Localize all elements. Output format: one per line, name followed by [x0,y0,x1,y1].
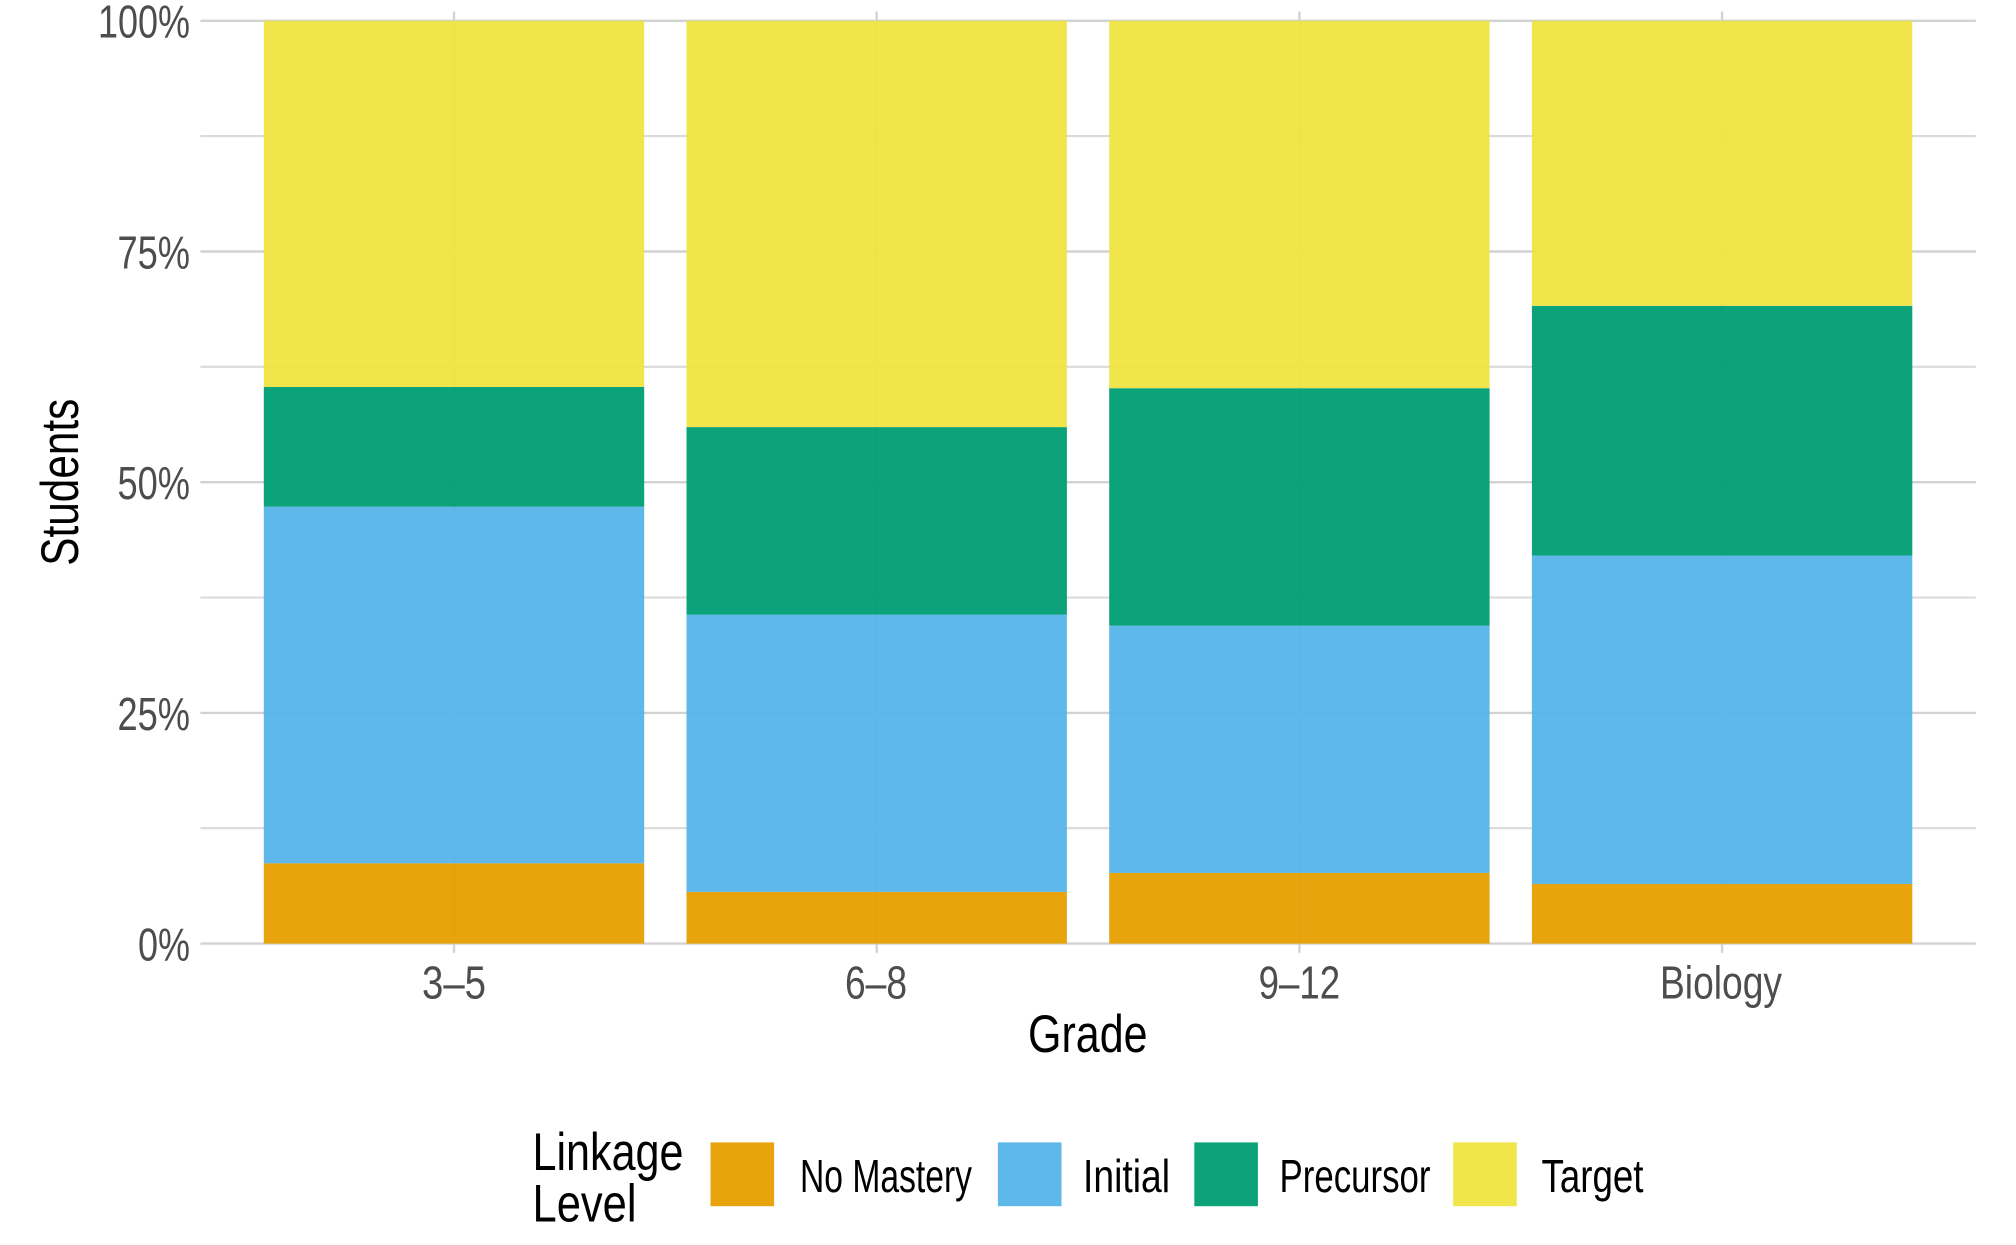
svg-text:100%: 100% [98,0,190,48]
svg-text:Precursor: Precursor [1280,1150,1431,1202]
svg-text:Grade: Grade [1028,1005,1148,1064]
svg-text:3–5: 3–5 [422,956,486,1008]
svg-text:0%: 0% [138,919,190,971]
svg-text:Level: Level [533,1175,637,1234]
svg-text:Linkage: Linkage [533,1123,684,1182]
svg-text:Students: Students [31,399,90,566]
svg-text:No Mastery: No Mastery [800,1150,972,1202]
svg-text:25%: 25% [118,688,191,740]
svg-text:6–8: 6–8 [845,956,907,1008]
svg-text:9–12: 9–12 [1259,956,1341,1008]
svg-text:Target: Target [1542,1150,1644,1202]
svg-text:75%: 75% [118,226,191,278]
svg-text:50%: 50% [118,457,191,509]
svg-text:Biology: Biology [1660,956,1782,1008]
svg-text:Initial: Initial [1083,1150,1170,1202]
